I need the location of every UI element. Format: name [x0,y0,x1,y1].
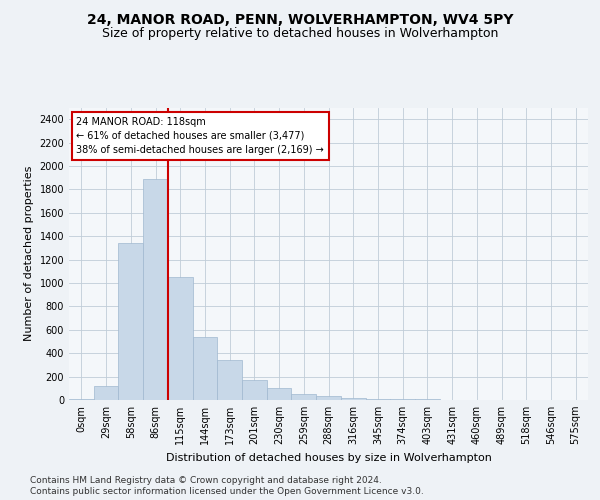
Bar [316,396,341,400]
Bar [143,179,168,400]
Text: Size of property relative to detached houses in Wolverhampton: Size of property relative to detached ho… [102,28,498,40]
Bar [292,394,316,400]
Bar [217,360,242,400]
Text: 24, MANOR ROAD, PENN, WOLVERHAMPTON, WV4 5PY: 24, MANOR ROAD, PENN, WOLVERHAMPTON, WV4… [87,12,513,26]
Text: Contains public sector information licensed under the Open Government Licence v3: Contains public sector information licen… [30,487,424,496]
Bar [341,398,365,400]
Text: Contains HM Land Registry data © Crown copyright and database right 2024.: Contains HM Land Registry data © Crown c… [30,476,382,485]
Bar [390,399,415,400]
Bar [267,388,292,400]
Bar [365,399,390,400]
Bar [168,277,193,400]
Y-axis label: Number of detached properties: Number of detached properties [24,166,34,342]
Bar [242,380,267,400]
Text: 24 MANOR ROAD: 118sqm
← 61% of detached houses are smaller (3,477)
38% of semi-d: 24 MANOR ROAD: 118sqm ← 61% of detached … [76,117,324,155]
Bar [94,386,118,400]
Bar [193,337,217,400]
Bar [118,243,143,400]
X-axis label: Distribution of detached houses by size in Wolverhampton: Distribution of detached houses by size … [166,452,491,462]
Bar [69,399,94,400]
